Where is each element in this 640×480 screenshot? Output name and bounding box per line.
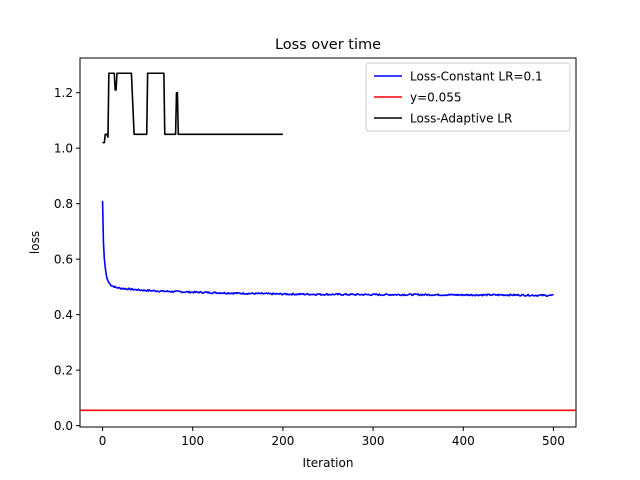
x-tick-label: 300 <box>362 434 385 448</box>
x-axis-title: Iteration <box>303 456 354 470</box>
legend-label: Loss-Constant LR=0.1 <box>410 70 543 84</box>
x-tick-label: 0 <box>99 434 107 448</box>
x-tick-label: 100 <box>181 434 204 448</box>
axes-frame <box>79 57 577 428</box>
series-line-2 <box>102 72 283 144</box>
y-tick-label: 1.0 <box>54 142 73 156</box>
x-tick-label: 200 <box>271 434 294 448</box>
plot-area: 0 100 200 300 400 500 0.0 0.2 0.4 0.6 0.8 1.0 1.2 <box>54 57 577 448</box>
legend-label: Loss-Adaptive LR <box>410 112 512 126</box>
legend-label: y=0.055 <box>410 91 462 105</box>
y-tick-label: 0.6 <box>54 253 73 267</box>
x-tick-label: 400 <box>452 434 475 448</box>
y-axis-title: loss <box>28 231 42 254</box>
legend: Loss-Constant LR=0.1 y=0.055 Loss-Adaptive… <box>365 62 571 132</box>
y-tick-label: 1.2 <box>54 86 73 100</box>
series-line-0 <box>101 200 554 298</box>
legend-box <box>365 62 571 132</box>
x-tick-label: 500 <box>542 434 565 448</box>
chart-title: Loss over time <box>275 37 381 53</box>
y-tick-label: 0.4 <box>54 308 73 322</box>
x-axis-ticks: 0 100 200 300 400 500 <box>99 427 565 448</box>
y-tick-label: 0.2 <box>54 364 73 378</box>
series-group <box>80 72 576 412</box>
y-tick-label: 0.8 <box>54 197 73 211</box>
y-axis-ticks: 0.0 0.2 0.4 0.6 0.8 1.0 1.2 <box>54 86 80 433</box>
y-tick-label: 0.0 <box>54 419 73 433</box>
